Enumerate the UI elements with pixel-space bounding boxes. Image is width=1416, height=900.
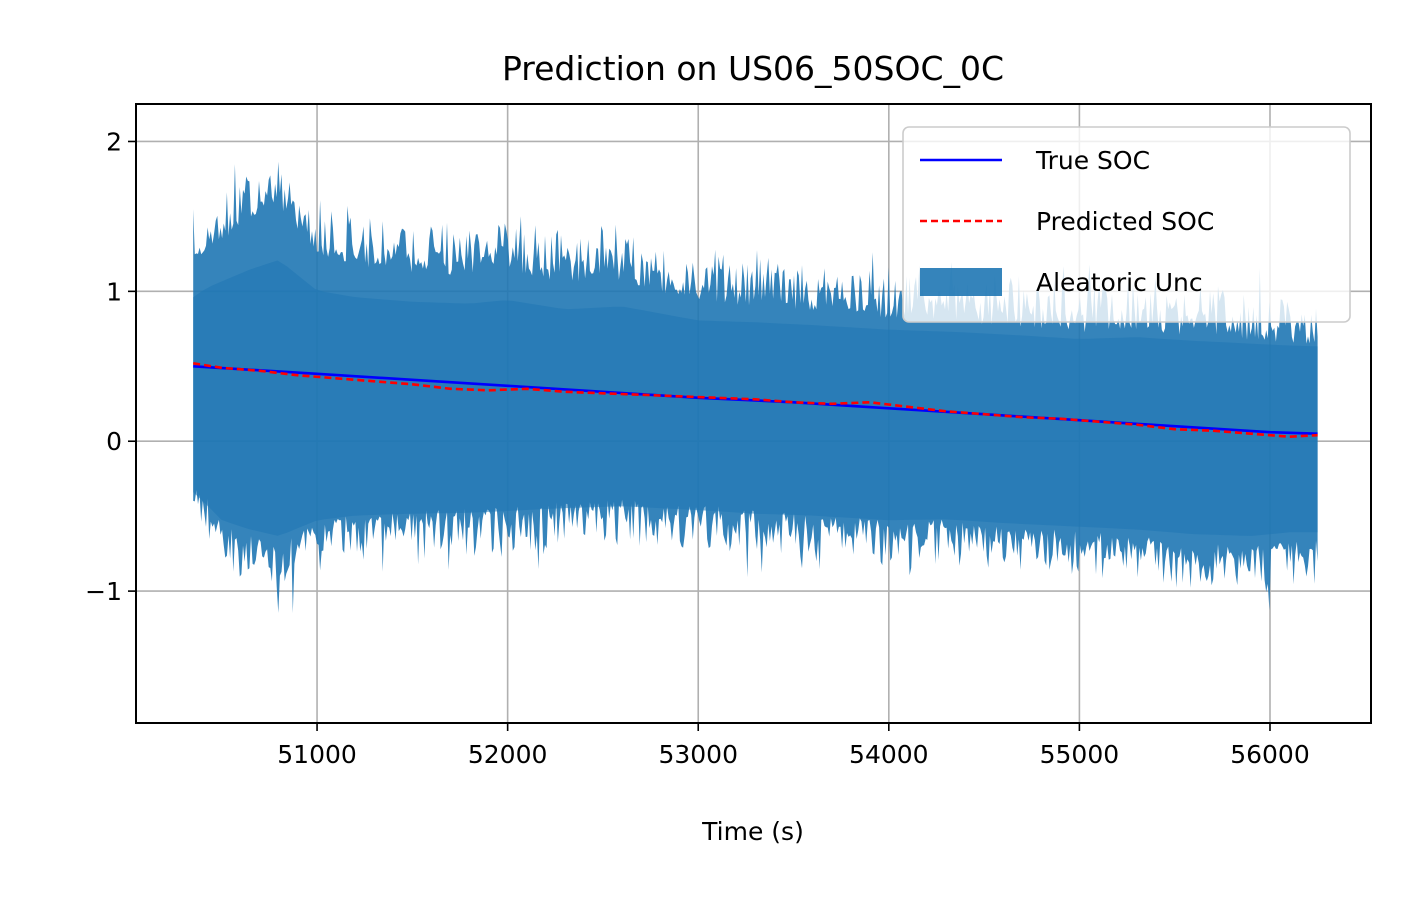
y-tick-label: 1 bbox=[106, 277, 122, 306]
predicted-soc-line bbox=[192, 362, 1318, 439]
plot-area bbox=[192, 161, 1318, 614]
axes-frame bbox=[135, 103, 1372, 724]
legend-swatch-aleatoric-unc bbox=[920, 268, 1002, 296]
axis-ticks: 51000 52000 53000 54000 55000 56000 −1 0 1 2 bbox=[85, 127, 1310, 769]
x-tick-label: 53000 bbox=[658, 740, 738, 769]
x-tick-label: 54000 bbox=[849, 740, 929, 769]
x-tick-label: 56000 bbox=[1230, 740, 1310, 769]
y-tick-label: −1 bbox=[85, 577, 122, 606]
legend-label-predicted-soc: Predicted SOC bbox=[1036, 207, 1214, 236]
legend: True SOC Predicted SOC Aleatoric Unc bbox=[902, 126, 1351, 323]
true-soc-line bbox=[193, 365, 1318, 435]
legend-label-true-soc: True SOC bbox=[1035, 146, 1150, 175]
x-tick-label: 52000 bbox=[468, 740, 548, 769]
y-tick-label: 2 bbox=[106, 127, 122, 156]
chart-title: Prediction on US06_50SOC_0C bbox=[502, 49, 1004, 88]
legend-box bbox=[902, 126, 1351, 323]
y-tick-label: 0 bbox=[106, 427, 122, 456]
legend-label-aleatoric-unc: Aleatoric Unc bbox=[1036, 268, 1203, 297]
x-tick-label: 55000 bbox=[1040, 740, 1120, 769]
x-axis-label: Time (s) bbox=[701, 817, 804, 846]
x-tick-label: 51000 bbox=[277, 740, 357, 769]
